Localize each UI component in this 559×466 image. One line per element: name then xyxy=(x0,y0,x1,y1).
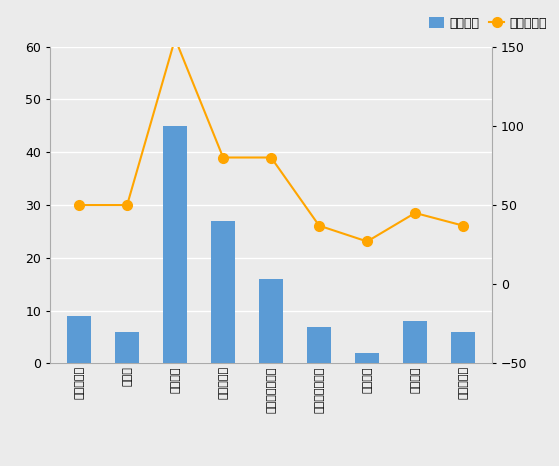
Bar xyxy=(259,279,283,363)
Legend: 企業延数, 技術者延数: 企業延数, 技術者延数 xyxy=(424,12,552,34)
Bar xyxy=(403,321,427,363)
Bar xyxy=(451,332,475,363)
Bar xyxy=(67,316,91,363)
Bar xyxy=(163,126,187,363)
Bar xyxy=(355,353,379,363)
Bar xyxy=(115,332,139,363)
Bar xyxy=(211,221,235,363)
Bar xyxy=(307,327,331,363)
